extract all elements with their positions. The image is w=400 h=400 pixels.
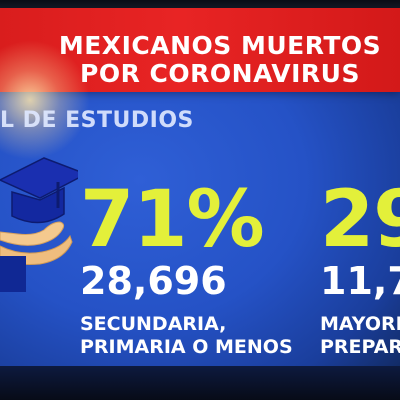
sleeve <box>0 256 26 292</box>
stat-percent: 29 <box>320 175 400 265</box>
hand-palm <box>0 221 65 246</box>
stat-secundaria-primaria: 71% 28,696 SECUNDARIA, PRIMARIA O MENOS <box>80 181 293 359</box>
stat-description-line-1: SECUNDARIA, <box>80 313 227 335</box>
stat-count: 11,72 <box>320 259 400 303</box>
stat-description: MAYORE PREPAR <box>320 313 400 359</box>
screen-bezel-bottom <box>0 366 400 400</box>
graduation-cap-on-hand-icon <box>0 157 78 292</box>
title-banner: MEXICANOS MUERTOS POR CORONAVIRUS <box>0 8 400 92</box>
stat-description-line-2: PREPAR <box>320 336 400 358</box>
section-label: L DE ESTUDIOS <box>0 108 194 133</box>
banner-title-line-1: MEXICANOS MUERTOS <box>58 31 382 60</box>
stat-description: SECUNDARIA, PRIMARIA O MENOS <box>80 313 293 359</box>
stat-percent: 71% <box>80 175 265 265</box>
banner-title-line-2: POR CORONAVIRUS <box>80 59 360 88</box>
stat-description-line-1: MAYORE <box>320 313 400 335</box>
stat-count: 28,696 <box>80 259 227 303</box>
cap-body <box>11 186 65 224</box>
stat-description-line-2: PRIMARIA O MENOS <box>80 336 293 358</box>
stat-mayores-preparatoria: 29 11,72 MAYORE PREPAR <box>320 181 400 359</box>
